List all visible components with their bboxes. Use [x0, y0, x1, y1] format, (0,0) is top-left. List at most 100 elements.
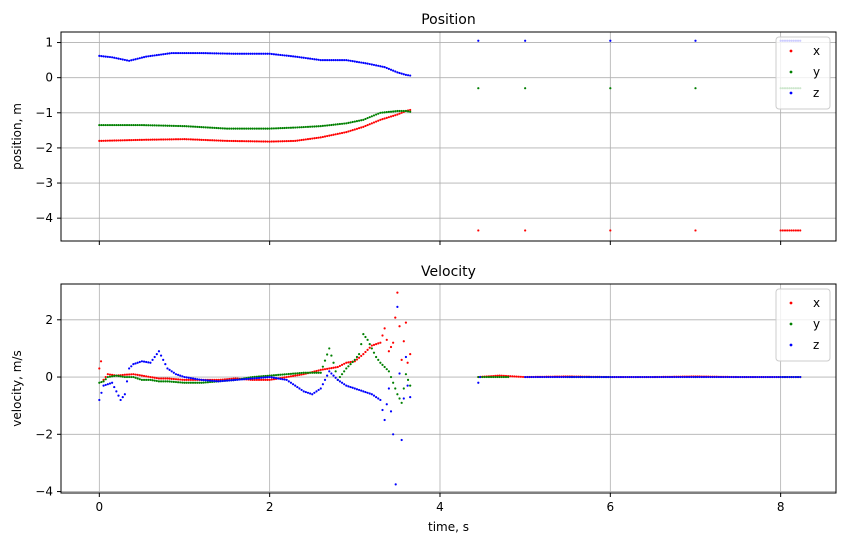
data-point — [366, 338, 369, 341]
data-point — [253, 127, 256, 130]
data-point — [332, 361, 335, 364]
data-point — [323, 359, 327, 362]
data-point — [243, 127, 246, 130]
data-point — [130, 365, 133, 368]
y-tick-label: 1 — [45, 36, 53, 50]
data-point — [296, 374, 299, 377]
data-point — [228, 379, 231, 382]
data-point — [277, 140, 280, 143]
data-point — [100, 139, 103, 142]
data-point — [355, 388, 359, 391]
data-point — [400, 111, 403, 114]
data-point — [202, 378, 205, 382]
data-point — [274, 53, 278, 56]
data-point — [624, 375, 627, 379]
data-point — [670, 375, 674, 379]
data-point — [106, 55, 109, 58]
data-point — [177, 51, 180, 55]
data-point — [213, 52, 216, 55]
data-point — [136, 123, 139, 127]
data-point — [117, 123, 120, 127]
data-point — [338, 364, 342, 368]
data-point — [739, 375, 742, 379]
data-point — [387, 67, 390, 70]
data-point — [392, 341, 395, 344]
data-point — [191, 138, 195, 141]
legend-entry: z — [813, 338, 819, 352]
data-point — [134, 138, 137, 142]
data-point — [113, 139, 116, 142]
data-point — [340, 381, 344, 384]
data-point — [106, 123, 109, 127]
data-point — [296, 385, 299, 389]
data-point — [285, 373, 288, 376]
data-point — [351, 360, 354, 364]
data-point — [172, 138, 175, 141]
data-point — [183, 51, 186, 55]
data-point — [183, 381, 186, 384]
data-point — [270, 127, 273, 130]
data-point — [181, 124, 184, 128]
data-point — [353, 358, 356, 361]
data-point — [219, 52, 222, 55]
data-point — [357, 61, 361, 64]
data-point — [362, 61, 365, 65]
data-point — [764, 375, 767, 379]
data-point — [485, 375, 488, 379]
data-point — [392, 381, 395, 384]
data-point — [357, 119, 361, 122]
data-point — [270, 376, 273, 379]
data-point — [272, 374, 276, 377]
series-y — [98, 87, 802, 130]
data-point — [168, 124, 171, 127]
data-point — [362, 390, 365, 393]
data-point — [221, 379, 224, 383]
data-point — [291, 55, 295, 58]
data-point — [304, 125, 307, 129]
data-point — [121, 123, 124, 127]
data-point — [121, 373, 124, 377]
data-point — [336, 132, 339, 135]
data-point — [545, 375, 548, 379]
data-point — [108, 139, 112, 142]
data-point — [170, 377, 173, 380]
data-point — [326, 367, 329, 370]
data-point — [304, 371, 307, 374]
data-point — [147, 361, 150, 364]
data-point — [372, 343, 376, 346]
data-point — [159, 53, 163, 56]
data-point — [151, 358, 154, 361]
data-point — [221, 139, 224, 142]
data-point — [385, 66, 388, 70]
data-point — [355, 127, 359, 130]
data-point — [138, 123, 141, 127]
data-point — [381, 363, 384, 366]
data-point — [198, 378, 201, 381]
data-point — [747, 375, 750, 379]
data-point — [147, 55, 150, 58]
data-point — [298, 373, 301, 376]
data-point — [338, 380, 342, 383]
data-point — [147, 378, 150, 382]
data-point — [164, 138, 167, 141]
data-point — [336, 378, 339, 382]
data-point — [98, 398, 101, 402]
data-point — [189, 377, 192, 380]
data-point — [345, 131, 348, 134]
data-point — [315, 390, 318, 393]
data-point — [228, 127, 231, 130]
data-point — [281, 140, 284, 143]
data-point — [162, 138, 165, 141]
data-point — [355, 355, 359, 359]
data-point — [106, 383, 109, 386]
data-point — [130, 373, 133, 376]
data-point — [355, 60, 359, 63]
data-point — [368, 116, 371, 119]
data-point — [381, 408, 384, 412]
data-point — [709, 375, 712, 379]
data-point — [155, 138, 158, 141]
data-point — [281, 373, 284, 376]
data-point — [340, 131, 344, 135]
data-point — [326, 134, 329, 138]
data-point — [257, 127, 261, 130]
